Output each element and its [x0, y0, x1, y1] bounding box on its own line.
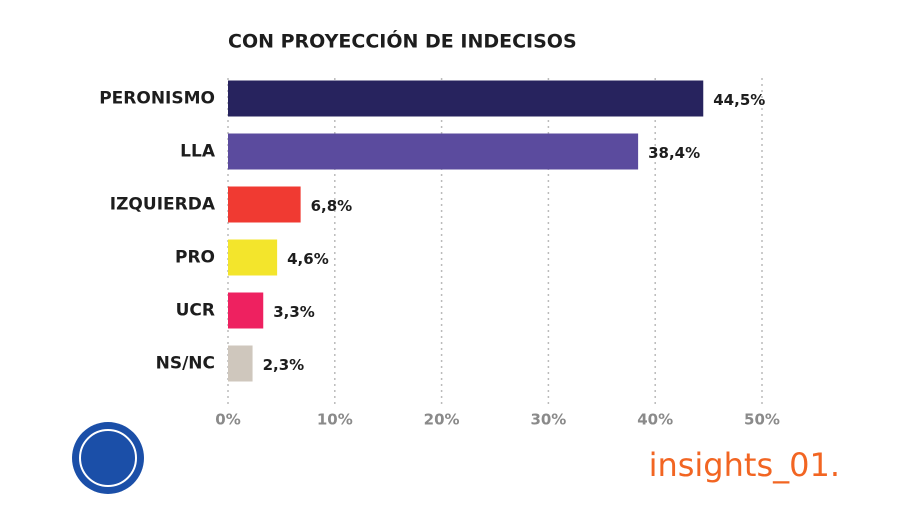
- category-label: IZQUIERDA: [110, 195, 216, 215]
- chart-title: CON PROYECCIÓN DE INDECISOS: [228, 29, 577, 53]
- x-tick-label: 20%: [424, 411, 460, 429]
- logo: [72, 422, 144, 494]
- category-label: PRO: [175, 248, 215, 268]
- bar: [228, 133, 639, 170]
- logo-ring: [79, 429, 137, 487]
- category-label: UCR: [176, 301, 215, 321]
- x-tick-label: 40%: [637, 411, 673, 429]
- value-label: 3,3%: [273, 303, 315, 321]
- brand: insights_01.: [649, 446, 840, 484]
- x-tick-label: 30%: [530, 411, 566, 429]
- value-label: 2,3%: [263, 356, 305, 374]
- bar: [228, 186, 301, 223]
- bar: [228, 345, 253, 382]
- bar: [228, 292, 264, 329]
- value-label: 44,5%: [713, 91, 765, 109]
- x-tick-label: 10%: [317, 411, 353, 429]
- bar: [228, 239, 278, 276]
- value-label: 4,6%: [287, 250, 329, 268]
- x-tick-label: 0%: [215, 411, 240, 429]
- value-label: 6,8%: [311, 197, 353, 215]
- category-label: NS/NC: [156, 354, 215, 374]
- x-tick-label: 50%: [744, 411, 780, 429]
- category-label: LLA: [180, 142, 216, 162]
- logo-circle: [72, 422, 144, 494]
- bar: [228, 80, 704, 117]
- value-label: 38,4%: [648, 144, 700, 162]
- category-label: PERONISMO: [99, 89, 215, 109]
